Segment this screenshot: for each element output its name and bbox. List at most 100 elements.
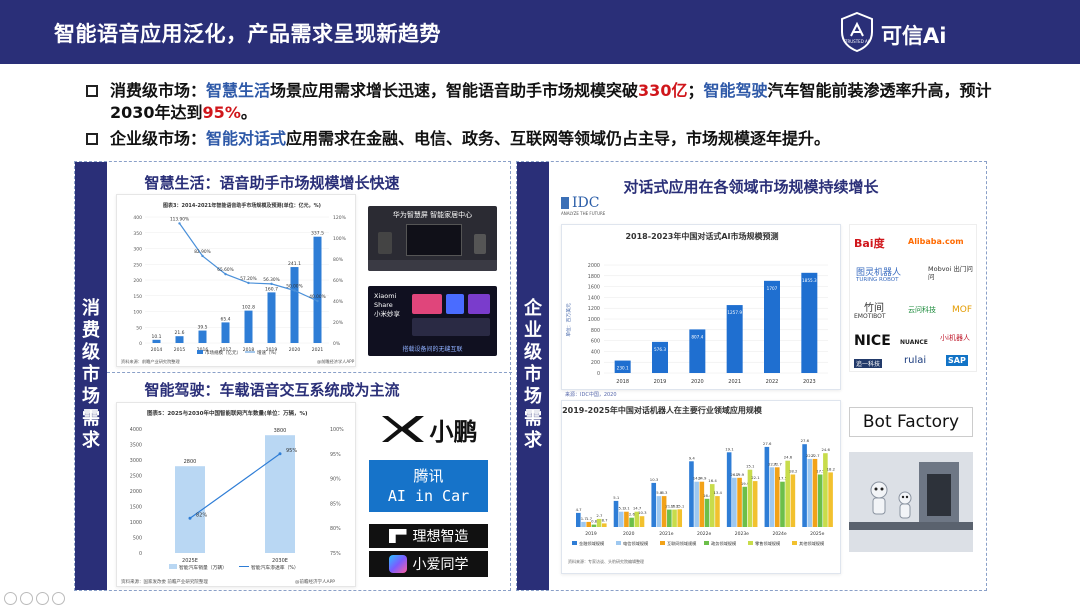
- bar-value-label: 16.4: [708, 478, 717, 483]
- bar: [780, 481, 785, 527]
- legend-swatch: [704, 541, 709, 545]
- bullet-consumer: 消费级市场：智慧生活场景应用需求增长迅速，智能语音助手市场规模突破330亿；智能…: [86, 80, 996, 124]
- partner-logos-grid: Bai度 Alibaba.com 图灵机器人 TURING ROBOT Mobv…: [849, 224, 977, 372]
- smart-car-chart: 图表5：2025与2030年中国智能联网汽车数量(单位：万辆，%) 0 500 100…: [121, 409, 344, 585]
- bar: [613, 500, 619, 527]
- xiaoai-text: 小爱同学: [412, 557, 469, 573]
- voice-assistant-chart: 图表3：2014-2021年智能语音助手市场规模及预测(单位：亿元，%) 0 50 1…: [121, 202, 355, 365]
- x-tick-label: 2022: [766, 379, 779, 385]
- huawei-caption: 华为智慧屏 智能家居中心: [392, 211, 473, 219]
- bar: [576, 512, 581, 527]
- bar: [689, 461, 694, 527]
- x-tick-label: 2020: [691, 379, 704, 385]
- ai-in-car-text: AI in Car: [387, 487, 470, 505]
- y-tick-label: 4000: [130, 427, 142, 433]
- bar: [817, 474, 823, 527]
- bar-value-label: 160.7: [265, 286, 278, 292]
- growth-point: [201, 254, 204, 258]
- alibaba-logo: Alibaba.com: [908, 237, 964, 246]
- speaker-icon: [474, 234, 486, 254]
- app-tile: [446, 294, 464, 314]
- y2-tick-label: 100%: [330, 427, 344, 433]
- smart-car-chart-card: 图表5：2025与2030年中国智能联网汽车数量(单位：万辆，%) 0 500 100…: [116, 402, 356, 587]
- legend-swatch: [792, 541, 797, 545]
- growth-label: 82.90%: [194, 249, 210, 255]
- y-tick-label: 800: [591, 328, 600, 334]
- bar-value-label: 26.7: [730, 472, 739, 477]
- bar: [807, 458, 813, 527]
- bullet-enterprise: 企业级市场：智能对话式应用需求在金融、电信、政务、互联网等领域仍占主导，市场规模…: [86, 128, 996, 150]
- y-tick-label: 150: [133, 294, 142, 300]
- bar: [801, 272, 818, 373]
- bar: [823, 453, 828, 527]
- bar-value-label: 1.7: [586, 516, 593, 521]
- x-tick-label: 2021: [728, 379, 741, 385]
- penetration-label: 95%: [286, 448, 297, 454]
- rulai-logo: rulai: [904, 355, 927, 366]
- sap-logo: SAP: [946, 355, 968, 366]
- enterprise-side-label-char: 级: [524, 342, 542, 363]
- legend-label: 金融领域规模: [579, 540, 605, 547]
- checkbox-square-icon: [86, 85, 98, 97]
- lixiang-text: 理想智造: [412, 529, 469, 545]
- chart-source: 资料来源：国家发改委 前瞻产业研究院整理: [121, 578, 208, 585]
- bar-value-label: 3800: [274, 428, 287, 434]
- y-tick-label: 1500: [130, 505, 142, 511]
- growth-label: 40.00%: [309, 294, 325, 300]
- enterprise-side-label-char: 场: [524, 386, 542, 407]
- growth-label: 113.90%: [170, 216, 189, 222]
- section-divider: [107, 372, 512, 373]
- nuance-logo: NUANCE: [900, 339, 928, 346]
- bar: [699, 481, 705, 527]
- speaker-icon: [378, 232, 392, 254]
- bar: [656, 496, 662, 527]
- y-tick-label: 1800: [588, 274, 600, 280]
- bar: [737, 477, 742, 527]
- bar: [732, 477, 737, 527]
- bar-value-label: 2.6: [629, 512, 636, 517]
- bar: [624, 511, 629, 527]
- bar-value-label: 13.4: [714, 490, 723, 495]
- x-tick-label: 2019: [585, 531, 597, 537]
- xiaomi-line: 小米妙享: [374, 310, 400, 318]
- bar-value-label: 4.7: [576, 507, 583, 512]
- legend-label: 零售领域规模: [755, 540, 781, 547]
- chart-title: 2019-2025年中国对话机器人在主要行业领域应用规模: [562, 405, 763, 415]
- bar-value-label: 9.4: [689, 455, 696, 460]
- bar: [629, 517, 634, 527]
- bot-factory-illustration: [849, 452, 973, 552]
- bar-value-label: 39.5: [197, 325, 207, 331]
- y2-tick-label: 80%: [330, 526, 341, 532]
- bar: [581, 521, 586, 527]
- voice-assistant-chart-card: 图表3：2014-2021年智能语音助手市场规模及预测(单位：亿元，%) 0 50 1…: [116, 194, 356, 367]
- y-tick-label: 350: [133, 231, 142, 237]
- bar-value-label: 337.5: [311, 231, 324, 237]
- enterprise-side-label-char: 求: [524, 430, 542, 451]
- bar: [747, 469, 753, 527]
- tv-screen-icon: [406, 224, 462, 256]
- bar-value-label: 15.1: [746, 464, 755, 469]
- bar-value-label: 19.1: [725, 446, 734, 451]
- xpeng-text: 小鹏: [429, 417, 478, 446]
- y2-tick-label: 80%: [333, 257, 344, 263]
- bar: [290, 267, 299, 343]
- bar-value-label: 22.1: [751, 475, 760, 480]
- legend-swatch: [660, 541, 665, 545]
- x-tick-label: 2021e: [659, 531, 673, 537]
- bar: [726, 305, 743, 373]
- x-tick-label: 2019: [266, 347, 278, 353]
- bar-value-label: 17.5: [779, 476, 788, 481]
- xiaoi-robot-logo: 小i机器人: [940, 334, 970, 342]
- enterprise-market-panel: 企业级市场需求 对话式应用在各领域市场规模持续增长 IDC ANALYZE TH…: [516, 161, 987, 591]
- smart-driving-title: 智能驾驶：车载语音交互系统成为主流: [144, 381, 400, 399]
- legend-swatch: [197, 350, 203, 354]
- bar: [651, 482, 657, 527]
- social-icon: [20, 592, 33, 605]
- bar-value-label: 5.1: [618, 506, 625, 511]
- legend-label: 电信领域规模: [623, 540, 649, 547]
- y-tick-label: 2000: [130, 489, 142, 495]
- bar: [764, 446, 770, 527]
- penetration-label: 82%: [196, 512, 207, 518]
- growth-point: [270, 282, 273, 286]
- bar: [175, 466, 205, 553]
